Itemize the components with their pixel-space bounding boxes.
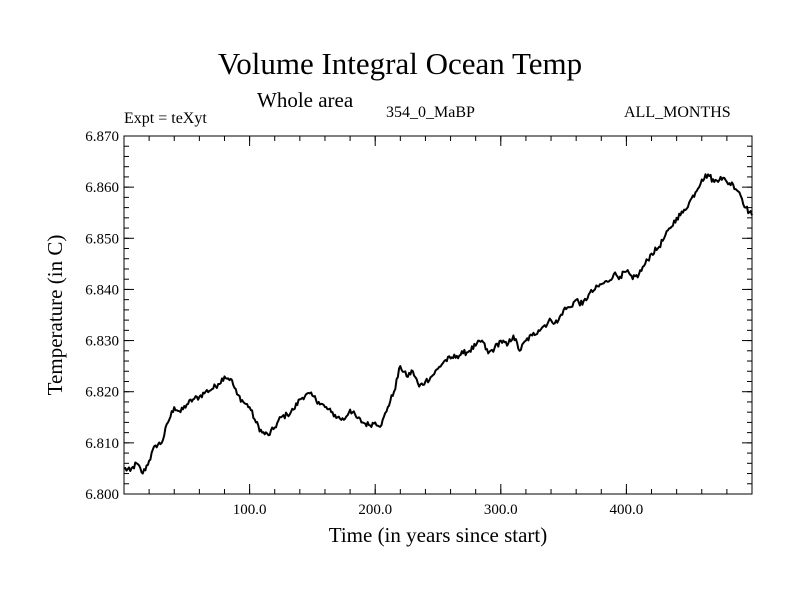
plot-frame	[123, 135, 753, 495]
ticks: 100.0 200.0 300.0 400.0 6.800 6.810 6.820 6.830…	[85, 129, 752, 518]
x-tick-label: 200.0	[358, 502, 392, 518]
x-tick-label: 400.0	[610, 502, 644, 518]
y-axis-label: Temperature (in C)	[43, 235, 67, 396]
experiment-label: Expt = teXyt	[124, 110, 207, 127]
series-layer	[123, 173, 753, 475]
chart-subtitle: Whole area	[257, 88, 354, 112]
x-tick-label: 100.0	[233, 502, 267, 518]
chart-title: Volume Integral Ocean Temp	[217, 46, 583, 81]
y-tick-label: 6.820	[85, 385, 119, 401]
y-tick-label: 6.870	[85, 129, 119, 145]
y-tick-label: 6.830	[85, 334, 119, 350]
run-label: 354_0_MaBP	[386, 104, 475, 121]
axes: Time (in years since start) Temperature (…	[43, 135, 753, 547]
x-tick-label: 300.0	[484, 502, 518, 518]
series-line-0	[123, 173, 753, 475]
y-tick-label: 6.860	[85, 180, 119, 196]
x-axis-label: Time (in years since start)	[329, 523, 548, 547]
months-label: ALL_MONTHS	[624, 104, 731, 121]
y-tick-label: 6.800	[85, 487, 119, 503]
y-tick-label: 6.840	[85, 282, 119, 298]
y-tick-label: 6.850	[85, 231, 119, 247]
y-tick-label: 6.810	[85, 436, 119, 452]
